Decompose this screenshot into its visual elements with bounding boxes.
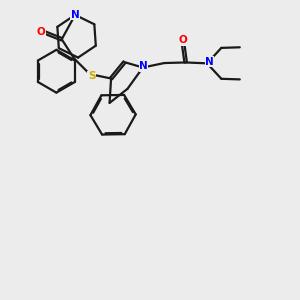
Text: O: O xyxy=(37,27,45,37)
Text: N: N xyxy=(71,10,80,20)
Text: S: S xyxy=(88,71,95,81)
Text: N: N xyxy=(139,61,148,71)
Text: N: N xyxy=(205,57,214,67)
Text: O: O xyxy=(179,35,188,45)
